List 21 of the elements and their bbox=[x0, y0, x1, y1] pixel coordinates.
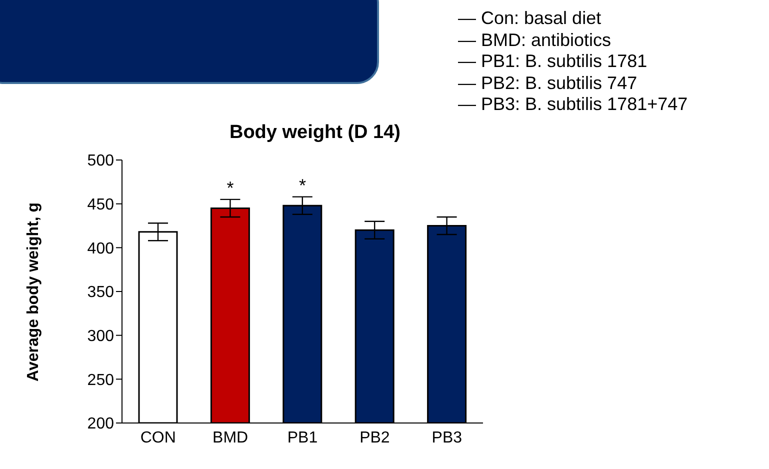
x-tick-label: CON bbox=[140, 429, 176, 446]
y-tick-label: 450 bbox=[87, 196, 114, 214]
text: — Con: basal diet bbox=[458, 8, 602, 30]
y-axis-title: Average body weight, g bbox=[25, 202, 43, 382]
y-tick-label: 500 bbox=[87, 152, 114, 170]
text: — PB3: B. subtilis 1781+747 bbox=[458, 94, 688, 116]
x-tick-label: BMD bbox=[212, 429, 248, 446]
text: — PB2: B. subtilis 747 bbox=[458, 72, 638, 94]
annotation: * bbox=[226, 178, 234, 198]
y-tick-label: 300 bbox=[87, 328, 114, 346]
y-tick-label: 250 bbox=[87, 372, 114, 389]
text: — BMD: antibiotics bbox=[458, 30, 612, 51]
y-tick-label: 200 bbox=[87, 416, 114, 433]
x-tick-label: PB2 bbox=[360, 429, 390, 446]
annotation: * bbox=[298, 176, 306, 196]
text: — PB1: B. subtilis 1781 bbox=[458, 51, 648, 72]
y-tick-label: 400 bbox=[87, 240, 114, 258]
y-tick-label: 350 bbox=[87, 284, 114, 302]
x-tick-label: PB1 bbox=[287, 429, 318, 446]
x-tick-label: PB3 bbox=[432, 429, 462, 446]
chart-title: Body weight (D 14) bbox=[228, 122, 402, 144]
